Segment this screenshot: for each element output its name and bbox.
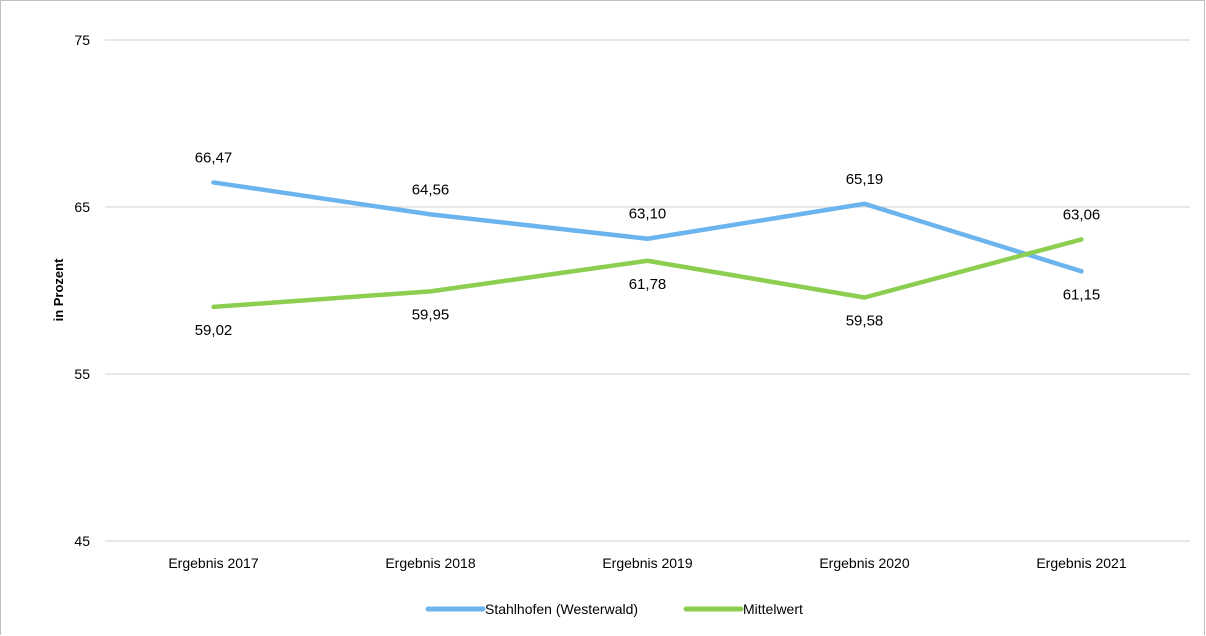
data-label: 66,47 (195, 149, 233, 166)
legend-entry: Stahlhofen (Westerwald) (485, 601, 638, 617)
data-label: 59,02 (195, 322, 233, 339)
y-tick-labels: 45 55 65 75 (74, 32, 90, 549)
x-tick-label: Ergebnis 2021 (1036, 555, 1127, 571)
y-tick-label: 65 (74, 199, 90, 215)
x-tick-labels: Ergebnis 2017 Ergebnis 2018 Ergebnis 2019 E… (168, 555, 1127, 571)
y-axis-label: in Prozent (51, 258, 66, 322)
y-tick-label: 75 (74, 32, 90, 48)
series-line-0 (211, 180, 1084, 274)
data-label: 63,06 (1063, 206, 1101, 223)
series-lines (211, 180, 1084, 310)
data-label: 61,15 (1063, 286, 1101, 303)
x-tick-label: Ergebnis 2018 (385, 555, 476, 571)
y-tick-label: 55 (74, 366, 90, 382)
y-tick-label: 45 (74, 533, 90, 549)
series-line-1 (211, 237, 1084, 310)
x-tick-label: Ergebnis 2017 (168, 555, 259, 571)
x-tick-label: Ergebnis 2020 (819, 555, 910, 571)
legend-entry: Mittelwert (743, 601, 803, 617)
data-labels: 66,47 64,56 63,10 65,19 61,15 59,02 59,95 61,78… (195, 149, 1101, 338)
grid-lines (105, 39, 1190, 542)
legend: Stahlhofen (Westerwald) Mittelwert (425, 601, 803, 617)
data-label: 64,56 (412, 181, 450, 198)
x-tick-label: Ergebnis 2019 (602, 555, 693, 571)
data-label: 61,78 (629, 276, 667, 293)
data-label: 59,95 (412, 306, 450, 323)
data-label: 59,58 (846, 313, 884, 330)
data-label: 63,10 (629, 206, 667, 223)
data-label: 65,19 (846, 171, 884, 188)
